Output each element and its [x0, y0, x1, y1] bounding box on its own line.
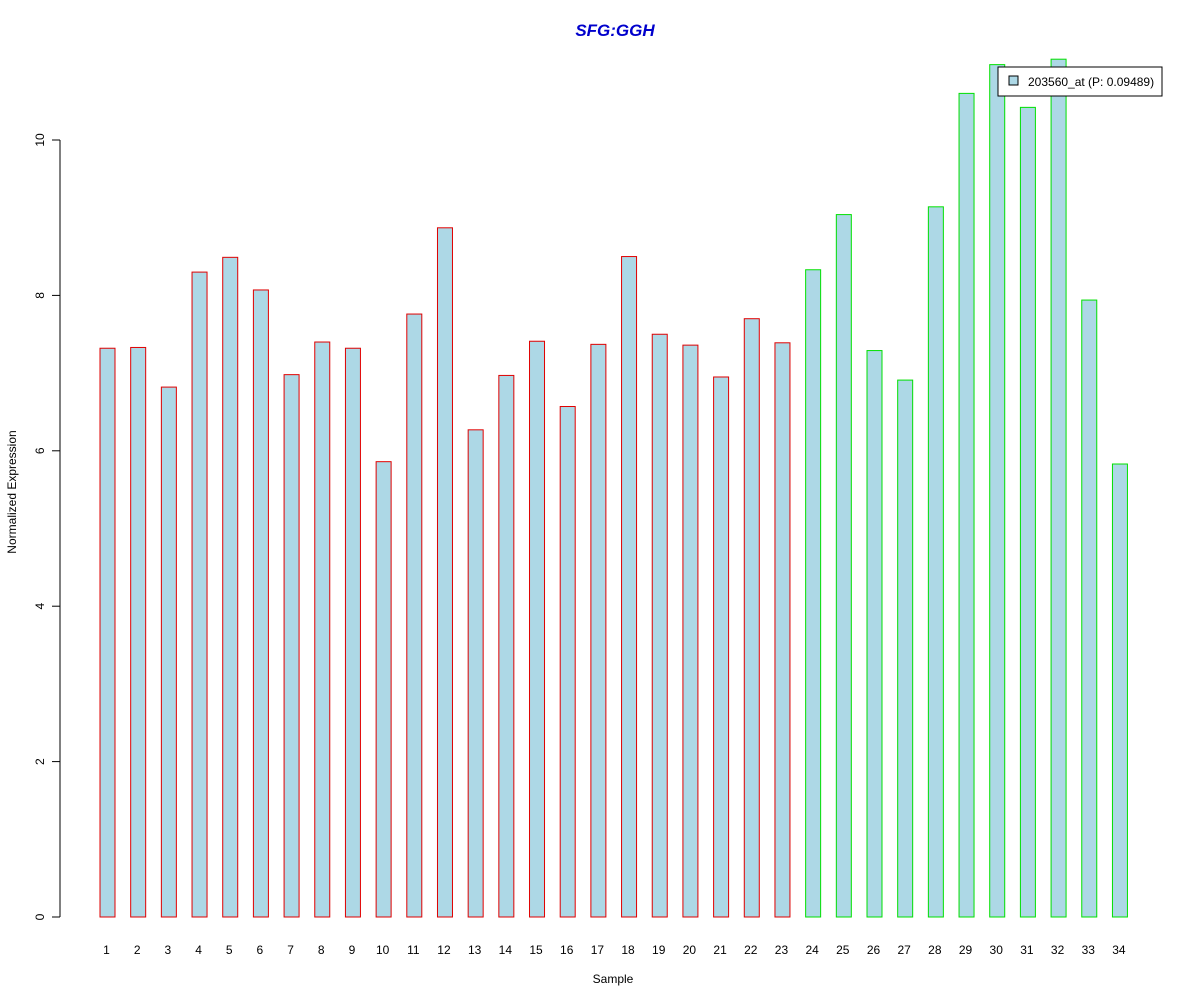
bar: [344, 347, 361, 918]
bar: [713, 376, 730, 918]
bar: [436, 227, 453, 918]
x-tick-label: 14: [499, 943, 513, 957]
bar: [160, 386, 177, 918]
x-tick-label: 32: [1051, 943, 1065, 957]
bar: [529, 340, 546, 918]
bar: [498, 374, 515, 918]
x-tick-label: 24: [805, 943, 819, 957]
bar: [682, 344, 699, 918]
x-tick-label: 15: [529, 943, 543, 957]
bar: [1050, 58, 1067, 918]
bar: [283, 374, 300, 918]
y-tick-label: 4: [33, 603, 47, 610]
x-tick-label: 23: [775, 943, 789, 957]
bar: [989, 64, 1006, 918]
x-tick-label: 19: [652, 943, 666, 957]
x-tick-label: 31: [1020, 943, 1034, 957]
bar: [1019, 106, 1036, 918]
bar: [621, 256, 638, 918]
bar: [774, 342, 791, 918]
x-tick-label: 13: [468, 943, 482, 957]
y-tick-label: 8: [33, 292, 47, 299]
y-tick-label: 10: [33, 133, 47, 147]
x-tick-label: 1: [103, 943, 110, 957]
bar: [897, 379, 914, 918]
bar: [1081, 299, 1098, 918]
bar: [866, 350, 883, 918]
bar: [835, 214, 852, 918]
y-tick-label: 2: [33, 758, 47, 765]
bar: [406, 313, 423, 918]
bar: [314, 341, 331, 918]
x-tick-label: 12: [437, 943, 451, 957]
y-axis: 0 2 4 6 8 10: [33, 133, 61, 920]
x-tick-label: 7: [287, 943, 294, 957]
bar: [651, 333, 668, 918]
x-tick-label: 27: [898, 943, 912, 957]
x-tick-label: 25: [836, 943, 850, 957]
bar: [467, 429, 484, 918]
x-tick-label: 17: [591, 943, 605, 957]
x-tick-label: 28: [928, 943, 942, 957]
bar: [222, 256, 239, 918]
x-tick-label: 18: [621, 943, 635, 957]
x-tick-label: 30: [990, 943, 1004, 957]
bar: [927, 206, 944, 918]
x-tick-label: 26: [867, 943, 881, 957]
x-tick-label: 8: [318, 943, 325, 957]
y-tick-label: 6: [33, 447, 47, 454]
bar: [130, 346, 147, 918]
x-tick-label: 20: [683, 943, 697, 957]
bar: [252, 289, 269, 918]
x-tick-label: 2: [134, 943, 141, 957]
legend-box: [997, 66, 1163, 97]
x-tick-label: 9: [349, 943, 356, 957]
bar: [590, 343, 607, 918]
x-tick-label: 3: [165, 943, 172, 957]
x-tick-label: 4: [195, 943, 202, 957]
x-tick-label: 22: [744, 943, 758, 957]
x-axis-tick-labels: 1 2 3 4 5 6 7 8 9 10 11 12 13 14 15 16 17 18 19 20 21 22 23 24 2…: [103, 943, 1126, 957]
x-tick-label: 11: [407, 943, 420, 957]
bar: [743, 318, 760, 918]
bar: [191, 271, 208, 918]
x-tick-label: 10: [376, 943, 390, 957]
legend-label: 203560_at (P: 0.09489): [1028, 75, 1154, 89]
x-tick-label: 34: [1112, 943, 1126, 957]
x-tick-label: 6: [257, 943, 264, 957]
bar: [99, 347, 116, 918]
legend-swatch: [1008, 75, 1019, 86]
chart-title: SFG:GGH: [575, 21, 655, 40]
x-tick-label: 29: [959, 943, 973, 957]
x-tick-label: 5: [226, 943, 233, 957]
x-tick-label: 33: [1082, 943, 1096, 957]
y-tick-label: 0: [33, 913, 47, 920]
x-tick-label: 16: [560, 943, 574, 957]
bar: [958, 92, 975, 918]
bar: [1111, 463, 1128, 918]
x-tick-label: 21: [713, 943, 727, 957]
bars: [99, 58, 1128, 918]
bar: [805, 269, 822, 918]
bar: [375, 461, 392, 918]
bar: [559, 406, 576, 918]
x-axis-label: Sample: [593, 972, 634, 986]
y-axis-label: Normalized Expression: [5, 430, 19, 553]
legend: 203560_at (P: 0.09489): [997, 66, 1163, 97]
